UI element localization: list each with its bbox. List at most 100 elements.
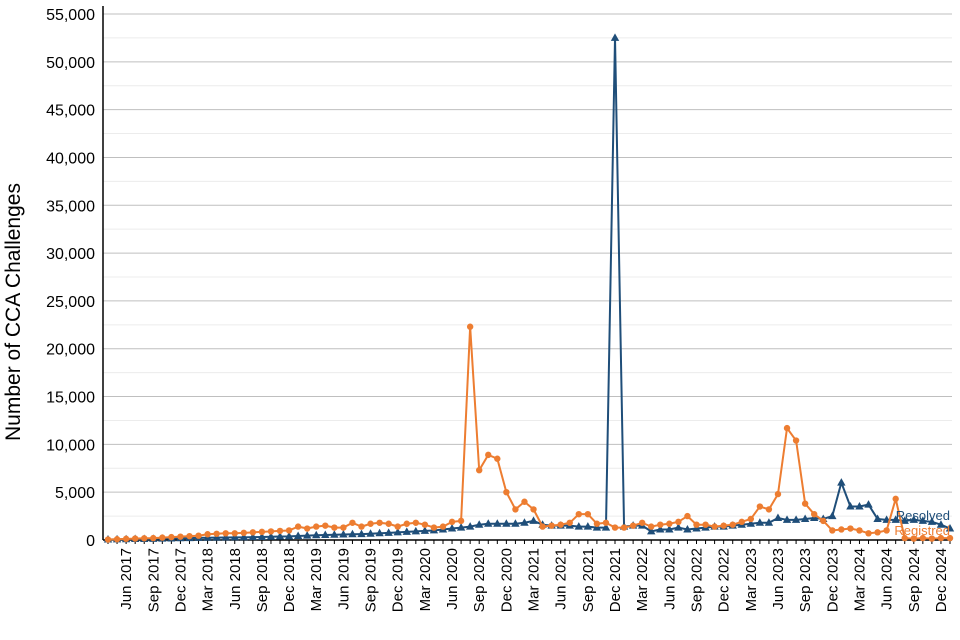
data-point [746,519,756,527]
data-point [402,527,411,535]
data-point [702,521,709,528]
data-point [629,522,637,529]
data-point [512,506,519,513]
x-tick-label: Sep 2023 [797,548,814,612]
data-point [340,524,347,531]
data-point [420,526,430,534]
gridlines [103,13,952,517]
data-point [239,532,249,541]
data-point [684,512,691,520]
y-axis-title: Number of CCA Challenges [2,183,25,441]
data-point [610,33,620,41]
data-point [240,529,248,537]
data-point [150,534,157,542]
y-tick-label: 15,000 [46,390,95,407]
data-point [376,519,383,526]
x-tick-label: Dec 2019 [390,548,407,612]
data-point [529,516,538,524]
data-point [168,533,175,541]
data-point [276,527,284,535]
data-point [891,515,900,523]
data-point [674,523,683,531]
x-tick-label: Sep 2019 [363,548,380,612]
data-point [773,513,783,522]
data-point [820,517,827,525]
data-point [774,490,782,498]
x-tick-label: Mar 2021 [526,548,543,611]
data-point [284,531,294,540]
data-point [375,528,384,537]
x-tick-label: Sep 2018 [254,548,271,612]
data-point [313,523,320,530]
data-point [801,500,809,507]
x-tick-label: Mar 2024 [851,548,868,611]
data-point [113,536,121,543]
x-tick-label: Jun 2023 [770,548,787,610]
data-point [829,527,836,534]
data-point [910,535,917,542]
data-point [810,510,818,518]
data-point [675,518,682,526]
x-tick-label: Mar 2023 [743,548,760,611]
data-point [456,523,466,531]
data-point [711,523,718,530]
data-point [177,533,184,540]
data-point [403,520,410,527]
data-point [919,534,927,542]
x-tick-label: Mar 2022 [634,548,651,611]
data-point [330,530,339,538]
data-point [584,510,592,518]
series-label-resolved: Resolved [896,508,950,523]
x-tick-label: Dec 2022 [716,548,733,612]
y-tick-label: 30,000 [46,246,95,263]
data-point [792,437,800,444]
data-point [348,529,357,538]
data-point [901,534,908,542]
data-point [439,523,447,530]
data-point [411,526,421,535]
data-point [186,532,193,540]
data-point [294,523,302,530]
data-point [918,516,928,524]
data-point [856,527,863,534]
data-point [683,524,692,533]
data-point [593,520,601,527]
data-point [928,535,936,542]
series-line [107,325,950,541]
x-tick-label: Dec 2018 [281,548,298,612]
x-tick-labels: Jun 2017 Sep 2017 Dec 2017 Mar 2018 Jun 2018… [118,548,950,612]
data-point [873,514,882,522]
data-point [665,524,674,533]
x-tick-label: Sep 2024 [906,548,923,612]
data-point [883,527,890,534]
data-point [583,522,593,530]
data-point [466,323,474,330]
y-tick-label: 20,000 [46,342,95,359]
data-point [249,529,257,536]
data-point [548,522,555,529]
data-point [865,530,872,537]
data-point [222,530,229,537]
data-point [159,534,166,541]
data-point [511,519,520,527]
data-point [720,522,727,529]
x-tick-label: Jun 2020 [444,548,461,610]
data-point [666,520,673,527]
data-point [657,521,664,528]
data-point [421,521,429,528]
data-point [293,531,303,539]
data-point [800,514,810,522]
y-tick-label: 55,000 [46,7,95,24]
data-point [349,519,356,526]
data-point [141,535,148,542]
data-point [946,534,954,542]
data-point [945,524,955,532]
data-point [503,488,510,496]
x-tick-label: Jun 2018 [227,548,244,610]
data-point [457,517,465,525]
data-point [892,495,899,503]
y-tick-label: 5,000 [55,485,95,502]
x-tick-label: Dec 2017 [172,548,189,612]
data-point [131,535,139,542]
